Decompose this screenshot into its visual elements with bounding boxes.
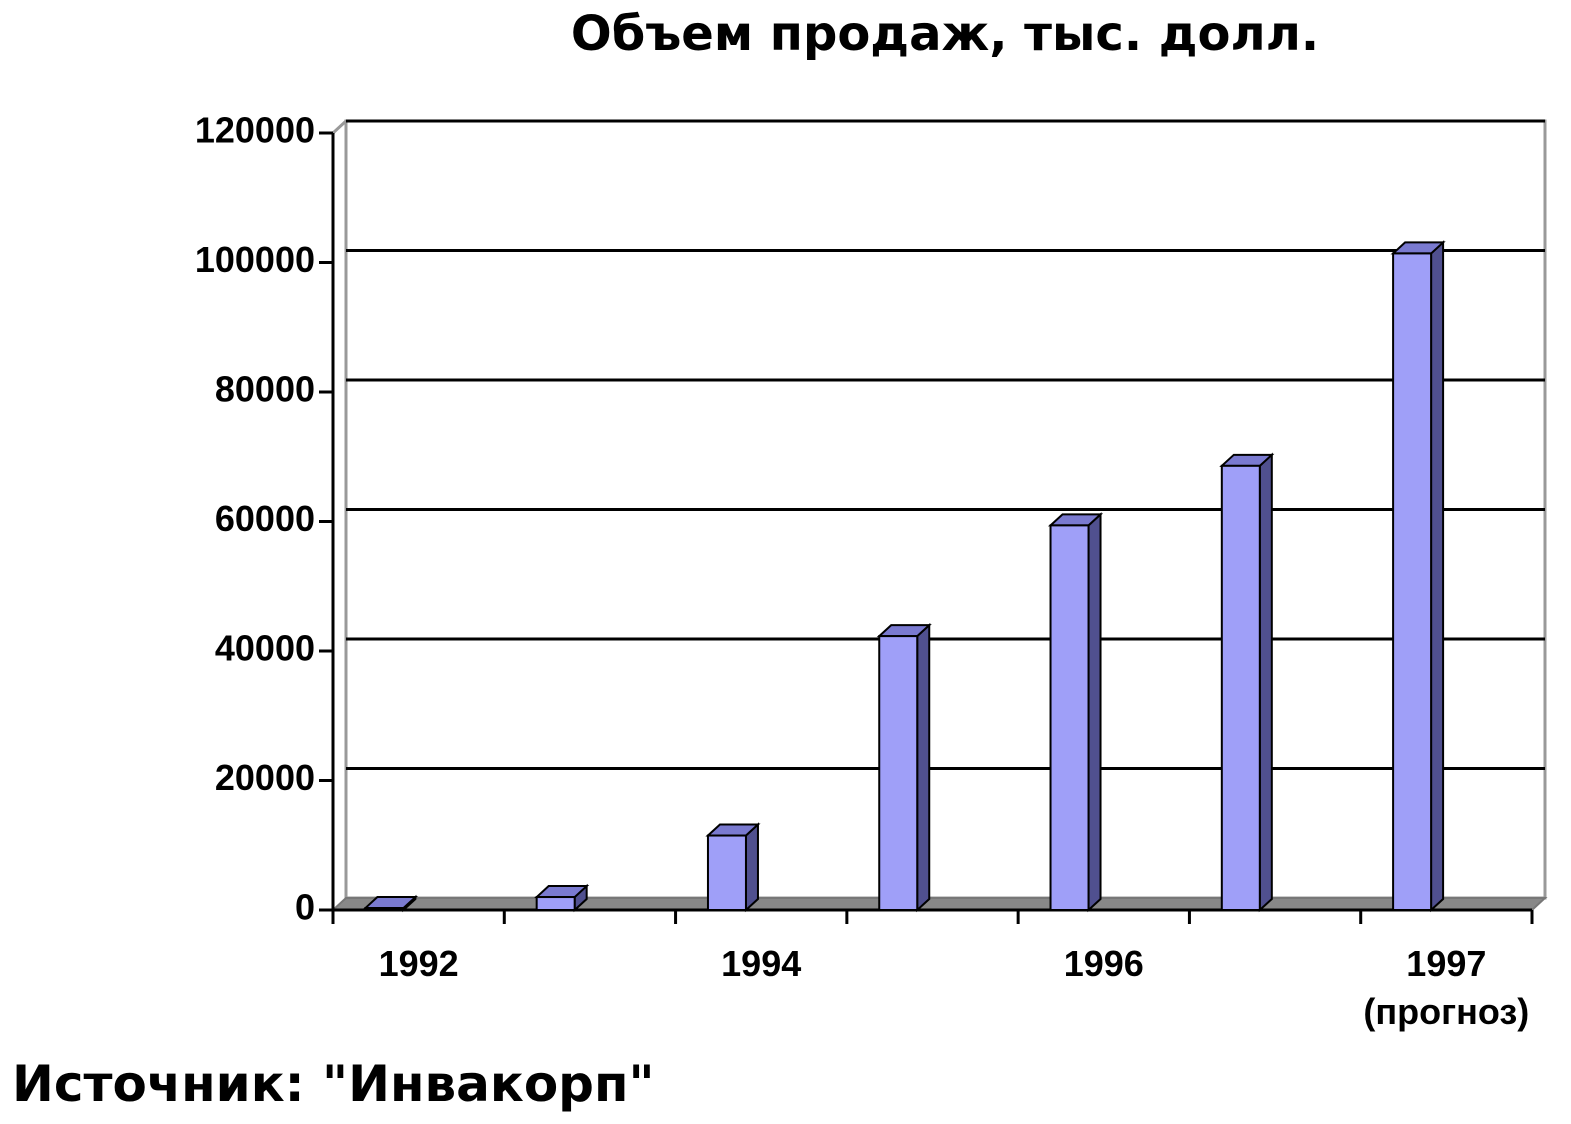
- bar: [362, 894, 418, 913]
- source-note: Источник: "Инвакорп": [12, 1055, 655, 1113]
- bar-side: [744, 822, 759, 913]
- y-tick-label: 0: [295, 887, 315, 928]
- x-tick-label: 1992: [378, 943, 459, 984]
- bar: [1219, 452, 1275, 913]
- bar-front: [1220, 464, 1261, 911]
- bar-side: [1087, 512, 1102, 913]
- y-tick-label: 120000: [195, 110, 315, 151]
- bar-side: [1258, 452, 1273, 913]
- x-tick-label: 1996: [1063, 943, 1144, 984]
- y-tick-label: 60000: [215, 498, 315, 539]
- bar-front: [535, 896, 576, 911]
- bar-side: [916, 622, 931, 913]
- bar-front: [706, 834, 747, 911]
- bar: [534, 883, 590, 913]
- x-tick-label: 1994: [721, 943, 802, 984]
- x-tick-label: 1997 (прогноз): [1363, 943, 1530, 1032]
- bar-front: [1049, 524, 1090, 911]
- bar: [1390, 240, 1446, 913]
- y-tick-label: 80000: [215, 369, 315, 410]
- bar: [1047, 512, 1104, 913]
- bar-front: [364, 907, 405, 911]
- bar: [876, 622, 932, 913]
- bar-front: [878, 635, 919, 911]
- floor: [330, 897, 1548, 911]
- chart-title: Объем продаж, тыс. долл.: [570, 6, 1320, 62]
- bar: [705, 822, 761, 913]
- y-tick-label: 20000: [215, 757, 315, 798]
- y-tick-label: 40000: [215, 628, 315, 669]
- bar-front: [1392, 252, 1433, 911]
- y-tick-label: 100000: [195, 239, 315, 280]
- bar-side: [1430, 240, 1445, 913]
- side-wall-edge: [331, 119, 348, 135]
